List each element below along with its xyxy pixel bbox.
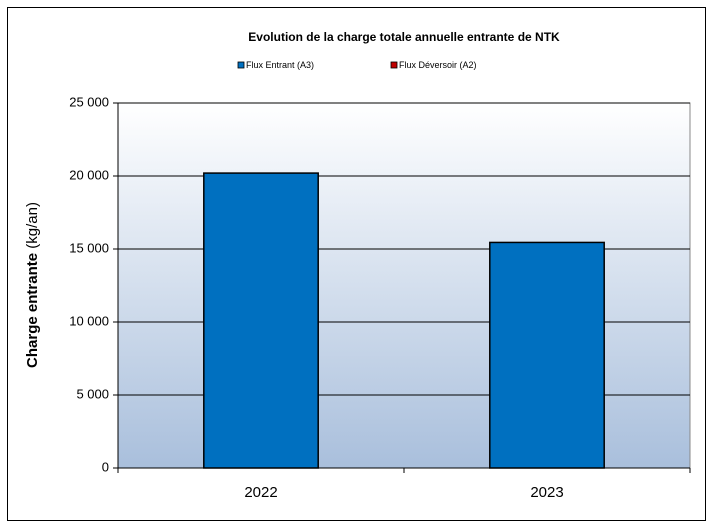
y-axis-unit: (kg/an) — [24, 202, 41, 249]
y-axis-title: Charge entrante — [24, 253, 41, 368]
chart-title: Evolution de la charge totale annuelle e… — [248, 30, 560, 44]
legend-label: Flux Déversoir (A2) — [399, 60, 477, 70]
y-tick-label: 25 000 — [69, 94, 109, 109]
y-axis-label: Charge entrante (kg/an) — [24, 202, 41, 368]
legend-swatch — [237, 61, 245, 69]
y-tick-label: 5 000 — [76, 386, 109, 401]
x-tick-label: 2022 — [244, 484, 277, 501]
legend-label: Flux Entrant (A3) — [246, 60, 314, 70]
bar-segment — [489, 241, 605, 469]
y-tick-label: 10 000 — [69, 313, 109, 328]
y-tick-label: 0 — [102, 459, 109, 474]
bar-segment — [203, 172, 319, 469]
y-tick-label: 20 000 — [69, 167, 109, 182]
legend-swatch — [390, 61, 398, 69]
y-tick-label: 15 000 — [69, 240, 109, 255]
x-tick-label: 2023 — [530, 484, 563, 501]
